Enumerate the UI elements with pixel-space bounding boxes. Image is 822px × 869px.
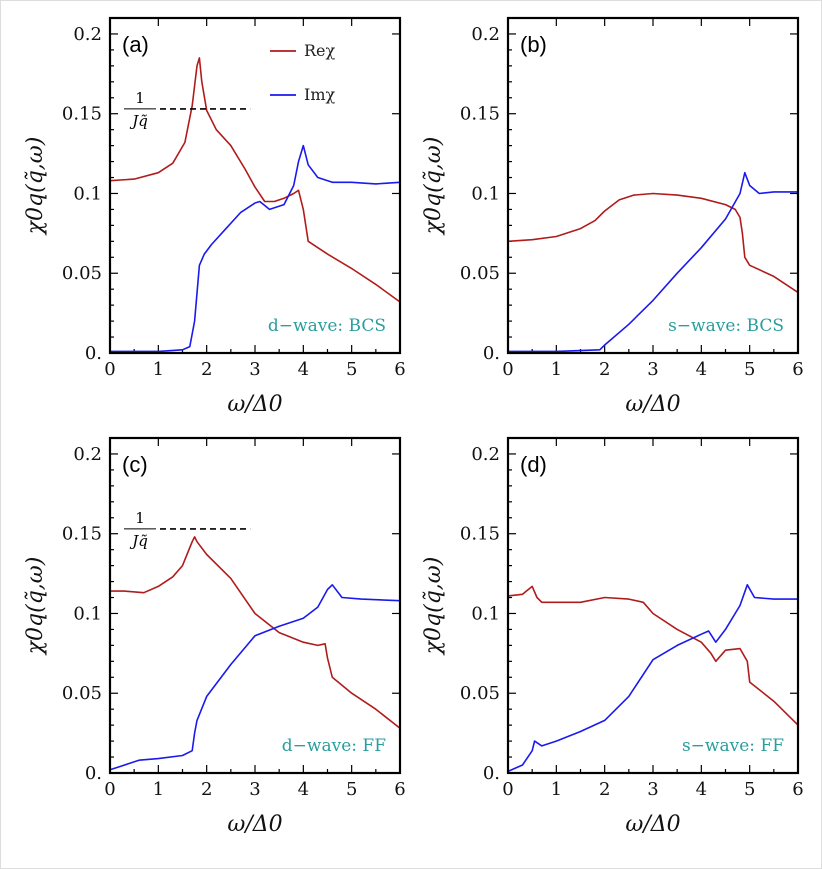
series-line-re — [507, 192, 799, 294]
plot-frame — [108, 16, 402, 355]
y-tick-label: 0.1 — [471, 183, 500, 204]
y-tick-label: 0.05 — [460, 263, 500, 284]
series-line-im — [109, 584, 401, 771]
panel-label: (c) — [122, 452, 148, 477]
y-axis-label: χ0q(q̃,ω) — [23, 557, 48, 657]
x-tick-label: 4 — [298, 779, 309, 800]
x-tick-label: 0 — [104, 779, 115, 800]
x-tick-label: 2 — [599, 779, 610, 800]
series-line-re — [110, 536, 401, 729]
series-line-re — [507, 585, 799, 726]
series-line-im — [508, 171, 798, 353]
x-tick-label: 6 — [792, 359, 803, 380]
y-tick-label: 0.1 — [73, 603, 102, 624]
x-tick-label: 4 — [298, 359, 309, 380]
y-tick-label: 0.1 — [471, 603, 500, 624]
x-tick-label: 5 — [346, 779, 357, 800]
x-tick-label: 5 — [346, 359, 357, 380]
legend-entry: Imχ — [304, 85, 335, 104]
y-tick-label: 0.15 — [460, 524, 500, 545]
x-tick-label: 1 — [551, 779, 562, 800]
threshold-label-den: Jq̃ — [129, 532, 148, 550]
x-tick-label: 1 — [153, 359, 164, 380]
x-tick-label: 5 — [744, 359, 755, 380]
series-line-re — [109, 57, 401, 303]
x-tick-label: 4 — [696, 779, 707, 800]
panel-label: (d) — [520, 452, 547, 477]
y-tick-label: 0. — [483, 343, 500, 364]
panel-annotation: s−wave: FF — [682, 736, 784, 756]
x-axis-label: ω/Δ0 — [227, 812, 282, 837]
y-axis-label: χ0q(q̃,ω) — [421, 557, 446, 657]
y-tick-label: 0.15 — [62, 524, 102, 545]
series-line-im — [110, 144, 401, 353]
x-tick-label: 2 — [599, 359, 610, 380]
plot-frame — [506, 436, 800, 775]
y-tick-label: 0.2 — [471, 444, 500, 465]
threshold-label-num: 1 — [135, 509, 145, 527]
x-tick-label: 3 — [647, 779, 658, 800]
panel-label: (b) — [520, 32, 547, 57]
y-tick-label: 0. — [85, 763, 102, 784]
y-tick-label: 0.1 — [73, 183, 102, 204]
y-tick-label: 0.05 — [460, 683, 500, 704]
threshold-label-den: Jq̃ — [129, 112, 148, 130]
panel-annotation: s−wave: BCS — [668, 316, 784, 336]
x-axis-label: ω/Δ0 — [227, 392, 282, 417]
y-tick-label: 0. — [85, 343, 102, 364]
x-tick-label: 1 — [551, 359, 562, 380]
panel-a: 0 1 2 3 4 5 6 0. 0.05 0.1 0.15 0.2 1 Jq̃ (a) d−wave: BC… — [23, 16, 406, 417]
y-tick-label: 0.15 — [62, 104, 102, 125]
y-tick-label: 0.2 — [73, 444, 102, 465]
y-tick-label: 0. — [483, 763, 500, 784]
y-tick-label: 0.2 — [73, 24, 102, 45]
panel-b: 0 1 2 3 4 5 6 0. 0.05 0.1 0.15 0.2 (b) s−wave: BCS ω/Δ… — [421, 16, 804, 417]
x-tick-label: 6 — [792, 779, 803, 800]
x-tick-label: 4 — [696, 359, 707, 380]
x-tick-label: 0 — [104, 359, 115, 380]
plot-frame — [108, 436, 402, 775]
panel-annotation: d−wave: FF — [282, 736, 386, 756]
y-tick-label: 0.05 — [62, 683, 102, 704]
threshold-label-num: 1 — [135, 89, 145, 107]
x-tick-label: 1 — [153, 779, 164, 800]
x-tick-label: 2 — [201, 359, 212, 380]
y-tick-label: 0.05 — [62, 263, 102, 284]
y-tick-label: 0.2 — [471, 24, 500, 45]
x-tick-label: 0 — [502, 779, 513, 800]
y-tick-label: 0.15 — [460, 104, 500, 125]
x-tick-label: 2 — [201, 779, 212, 800]
panel-label: (a) — [122, 32, 149, 57]
plot-frame — [506, 16, 800, 355]
panel-d: 0 1 2 3 4 5 6 0. 0.05 0.1 0.15 0.2 (d) s−wave: FF ω/Δ0… — [421, 436, 804, 837]
panel-c: 0 1 2 3 4 5 6 0. 0.05 0.1 0.15 0.2 1 Jq̃ (c) d−wave: FF… — [23, 436, 406, 837]
series-line-im — [507, 584, 798, 773]
panel-annotation: d−wave: BCS — [268, 316, 386, 336]
x-tick-label: 6 — [394, 359, 405, 380]
x-axis-label: ω/Δ0 — [625, 812, 680, 837]
x-tick-label: 5 — [744, 779, 755, 800]
legend-entry: Reχ — [304, 41, 336, 60]
y-axis-label: χ0q(q̃,ω) — [23, 137, 48, 237]
x-tick-label: 6 — [394, 779, 405, 800]
x-tick-label: 3 — [647, 359, 658, 380]
y-axis-label: χ0q(q̃,ω) — [421, 137, 446, 237]
x-tick-label: 3 — [249, 359, 260, 380]
x-axis-label: ω/Δ0 — [625, 392, 680, 417]
x-tick-label: 0 — [502, 359, 513, 380]
x-tick-label: 3 — [249, 779, 260, 800]
